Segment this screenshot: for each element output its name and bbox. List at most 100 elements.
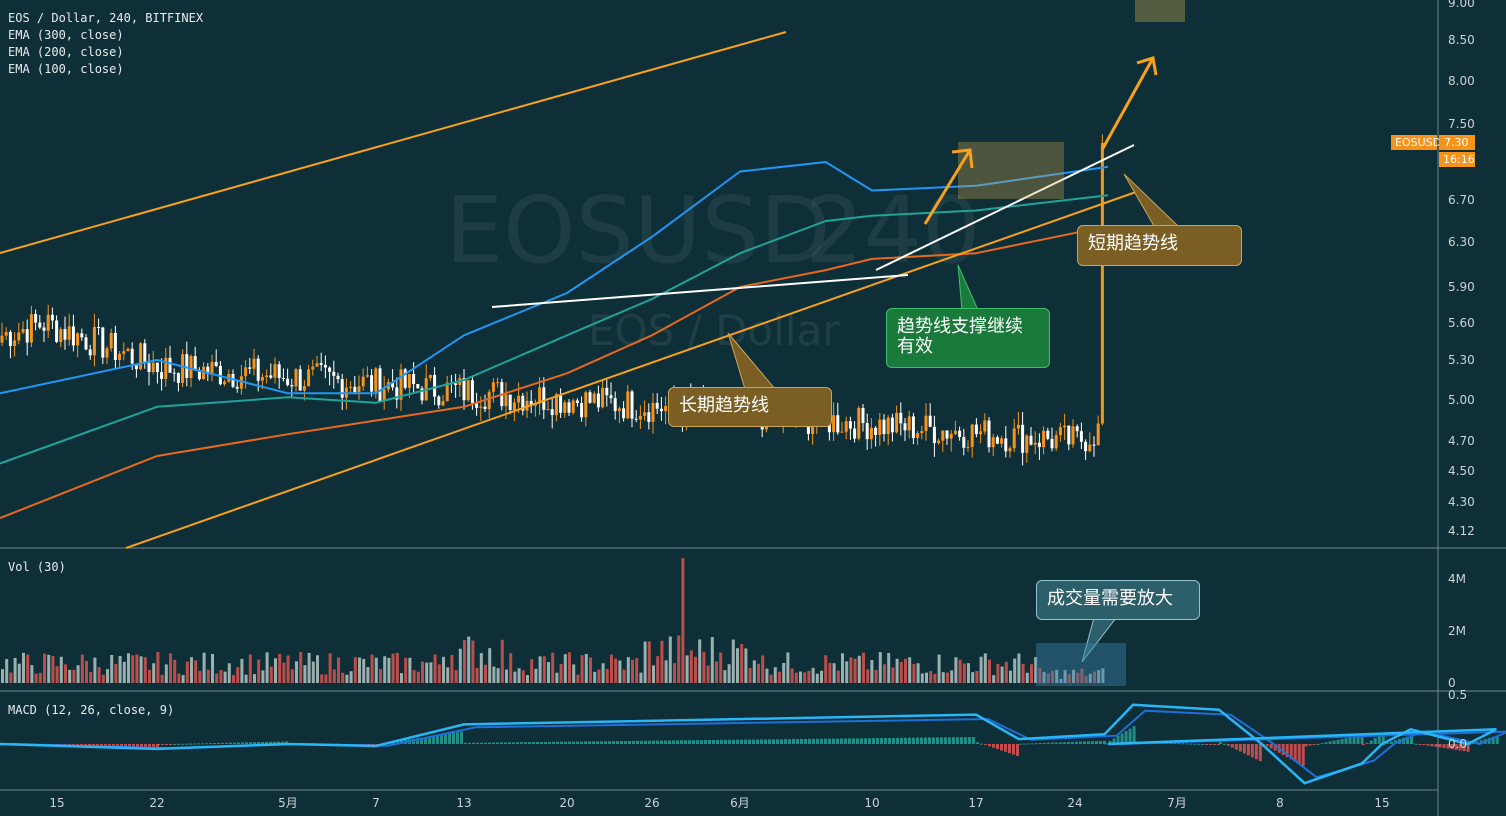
legend-macd[interactable]: MACD (12, 26, close, 9) [8, 703, 175, 717]
candle-up [832, 415, 836, 433]
candle-down [521, 395, 525, 411]
volume-bar [862, 652, 865, 683]
volume-bar [954, 657, 958, 683]
macd-hist-bar [1462, 744, 1466, 752]
candle-up [869, 427, 873, 440]
macd-hist-bar [205, 743, 208, 745]
volume-bar [387, 657, 391, 683]
candle-down [97, 326, 101, 328]
macd-hist-bar [161, 744, 164, 745]
candle-up [1100, 143, 1104, 424]
legend-symbol[interactable]: EOS / Dollar, 240, BITFINEX [8, 11, 204, 25]
legend-ema200[interactable]: EMA (200, close) [8, 45, 124, 59]
legend-ema100[interactable]: EMA (100, close) [8, 62, 124, 76]
volume-bar [832, 663, 836, 683]
macd-hist-bar [632, 740, 635, 744]
candle-up [479, 406, 483, 408]
volume-bar [114, 664, 118, 683]
volume-bar [647, 641, 651, 683]
macd-hist-bar [968, 737, 971, 744]
volume-bar [719, 652, 723, 683]
candle-down [911, 416, 915, 439]
price-badge-value-bg [1439, 135, 1475, 150]
volume-bar [1009, 670, 1012, 683]
candle-up [357, 386, 361, 393]
price-tick-label: 7.50 [1448, 117, 1475, 131]
volume-bar [761, 655, 765, 683]
macd-hist-bar [1316, 743, 1320, 745]
macd-hist-bar [1458, 744, 1462, 751]
macd-hist-bar [88, 744, 91, 746]
macd-hist-bar [956, 737, 959, 744]
candle-down [395, 387, 399, 400]
candle-up [1016, 424, 1020, 429]
macd-hist-bar [532, 742, 535, 744]
volume-bar [874, 669, 878, 683]
candle-up [109, 332, 113, 349]
macd-hist-bar [193, 743, 196, 745]
price-tick-label: 8.00 [1448, 74, 1475, 88]
candle-up [1063, 425, 1067, 428]
legend-volume[interactable]: Vol (30) [8, 560, 66, 574]
volume-bar [748, 667, 752, 683]
ema-line-200 [0, 194, 1109, 465]
candle-down [655, 402, 659, 409]
ema-lines [0, 161, 1109, 520]
macd-hist-bar [852, 738, 855, 744]
volume-bar [303, 665, 307, 683]
macd-hist-bar [1365, 742, 1369, 744]
macd-hist-bar [1108, 740, 1112, 744]
macd-hist-bar [788, 739, 791, 744]
macd-hist-bar [988, 744, 991, 747]
price-tick-label: 5.90 [1448, 280, 1475, 294]
candle-down [248, 367, 252, 369]
volume-bar [505, 669, 508, 683]
macd-hist-bar [860, 738, 863, 744]
volume-bar [202, 652, 206, 683]
macd-hist-bar [1086, 741, 1090, 744]
candle-down [328, 367, 332, 372]
volume-bar [316, 655, 319, 683]
macd-hist-bar [1344, 738, 1348, 744]
macd-hist-bar [1265, 744, 1269, 747]
macd-hist-bar [772, 739, 775, 744]
candle-down [508, 394, 512, 411]
volume-bar [135, 654, 139, 683]
volume-bar [463, 640, 466, 683]
macd-hist-bar [464, 742, 467, 744]
candle-up [13, 340, 17, 347]
volume-bar [55, 666, 59, 683]
volume-bar [110, 654, 114, 683]
legend-ema300[interactable]: EMA (300, close) [8, 28, 124, 42]
macd-hist-bar [1201, 743, 1205, 745]
macd-hist-bar [225, 742, 228, 744]
macd-hist-bar [832, 738, 835, 744]
macd-hist-bar [732, 739, 735, 744]
volume-bar [383, 656, 387, 683]
volume-bar [47, 654, 51, 683]
candle-up [920, 431, 924, 434]
volume-bar [614, 658, 618, 683]
macd-hist-bar [249, 742, 252, 744]
candle-up [315, 363, 319, 367]
volume-bar [349, 671, 353, 683]
macd-hist-bar [1340, 738, 1344, 744]
volume-bar [521, 670, 525, 683]
volume-bar [580, 655, 584, 683]
volume-bar [362, 658, 366, 683]
volume-bar [484, 664, 487, 683]
macd-hist-bar [177, 743, 180, 745]
candle-up [563, 402, 567, 413]
macd-hist-bar [1336, 739, 1340, 744]
candle-up [1096, 423, 1100, 446]
macd-hist-bar [840, 738, 843, 744]
macd-hist-bar [420, 737, 423, 744]
macd-hist-bar [456, 732, 459, 744]
volume-bar [975, 670, 979, 683]
price-badge-countdown-bg [1439, 152, 1475, 167]
volume-bar [454, 670, 458, 683]
support-callout: 趋势线支撑继续有效 [886, 308, 1050, 368]
target-box [1135, 0, 1185, 22]
volume-bar [660, 640, 664, 683]
